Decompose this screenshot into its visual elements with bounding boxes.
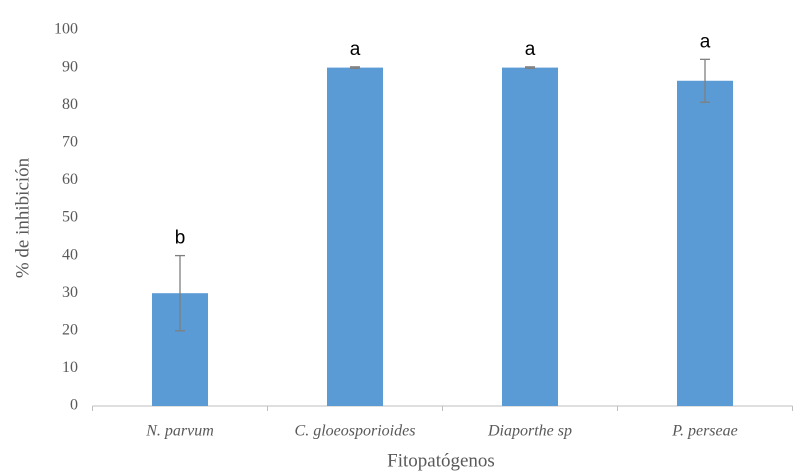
y-tick-label: 0 xyxy=(70,397,78,414)
y-tick-label: 100 xyxy=(54,21,78,38)
error-bar xyxy=(175,254,185,332)
significance-letter: a xyxy=(700,31,711,52)
y-tick-label: 80 xyxy=(62,96,78,113)
error-bar xyxy=(700,58,710,103)
bar xyxy=(502,67,558,406)
x-tick-label: N. parvum xyxy=(145,423,214,440)
bar xyxy=(327,67,383,406)
x-tick-label: P. perseae xyxy=(671,423,737,440)
x-axis-title: Fitopatógenos xyxy=(387,450,495,471)
x-tick-label: C. gloeosporioides xyxy=(295,423,416,440)
significance-letter: b xyxy=(175,228,186,249)
significance-letter: a xyxy=(350,39,361,60)
y-tick-label: 30 xyxy=(62,284,78,301)
y-tick-label: 90 xyxy=(62,58,78,75)
y-tick-label: 60 xyxy=(62,171,78,188)
significance-letter: a xyxy=(525,39,536,60)
bar xyxy=(677,80,733,406)
y-tick-label: 40 xyxy=(62,246,78,263)
y-tick-label: 50 xyxy=(62,209,78,226)
y-tick-label: 20 xyxy=(62,321,78,338)
y-tick-label: 70 xyxy=(62,133,78,150)
error-bar xyxy=(525,66,535,70)
x-tick-label: Diaporthe sp xyxy=(487,423,572,440)
y-axis-title: % de inhibición xyxy=(12,157,33,278)
error-bar xyxy=(350,66,360,70)
y-tick-label: 10 xyxy=(62,359,78,376)
